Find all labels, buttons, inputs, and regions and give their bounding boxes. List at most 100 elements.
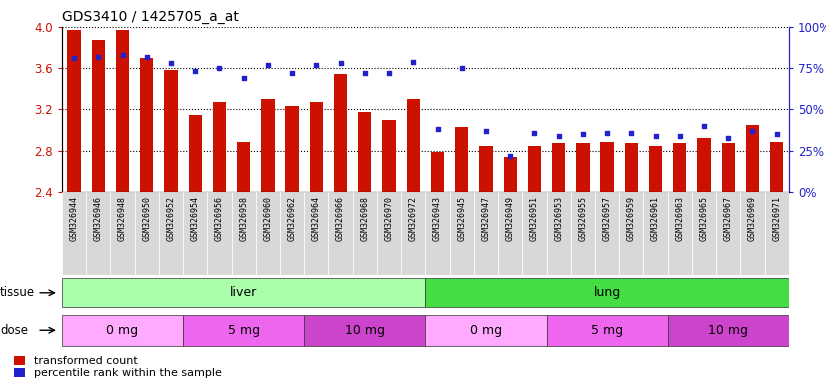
Bar — [649, 146, 662, 192]
Point — [697, 123, 710, 129]
Bar — [310, 102, 323, 192]
Text: GSM326950: GSM326950 — [142, 196, 151, 241]
Bar — [498, 192, 522, 275]
Text: dose: dose — [0, 324, 28, 337]
Point — [601, 129, 614, 136]
Bar — [62, 192, 86, 275]
Text: GSM326966: GSM326966 — [336, 196, 345, 241]
Bar — [377, 192, 401, 275]
Text: GSM326951: GSM326951 — [530, 196, 539, 241]
Text: GSM326959: GSM326959 — [627, 196, 636, 241]
Point — [528, 129, 541, 136]
Text: GSM326946: GSM326946 — [94, 196, 102, 241]
Text: GSM326944: GSM326944 — [69, 196, 78, 241]
Bar — [504, 157, 517, 192]
Bar — [92, 40, 105, 192]
Bar — [135, 192, 159, 275]
Bar — [667, 192, 692, 275]
Bar — [353, 192, 377, 275]
Point — [504, 152, 517, 159]
Bar — [286, 106, 299, 192]
Point — [261, 62, 274, 68]
Text: GSM326943: GSM326943 — [433, 196, 442, 241]
Text: GSM326949: GSM326949 — [506, 196, 515, 241]
Bar — [304, 192, 329, 275]
Bar — [183, 315, 304, 346]
Point — [213, 65, 226, 71]
Bar — [188, 114, 202, 192]
Bar — [280, 192, 304, 275]
Point — [310, 62, 323, 68]
Bar — [667, 315, 789, 346]
Point — [479, 128, 492, 134]
Text: GSM326948: GSM326948 — [118, 196, 127, 241]
Point — [649, 133, 662, 139]
Text: GSM326962: GSM326962 — [287, 196, 297, 241]
Bar — [716, 192, 740, 275]
Bar — [256, 192, 280, 275]
Bar — [401, 192, 425, 275]
Text: GSM326945: GSM326945 — [458, 196, 466, 241]
Text: 5 mg: 5 mg — [591, 324, 623, 337]
Text: GSM326953: GSM326953 — [554, 196, 563, 241]
Point — [68, 55, 81, 61]
Point — [237, 75, 250, 81]
Text: GSM326963: GSM326963 — [676, 196, 684, 241]
Point — [624, 129, 638, 136]
Bar — [620, 192, 643, 275]
Bar — [68, 30, 81, 192]
Bar — [770, 142, 783, 192]
Bar — [140, 58, 154, 192]
Text: lung: lung — [594, 286, 620, 299]
Text: GSM326955: GSM326955 — [578, 196, 587, 241]
Point — [334, 60, 347, 66]
Text: GSM326960: GSM326960 — [263, 196, 273, 241]
Point — [382, 70, 396, 76]
Bar — [425, 315, 547, 346]
Point — [770, 131, 783, 137]
Point — [552, 133, 565, 139]
Bar — [425, 192, 449, 275]
Bar — [431, 152, 444, 192]
Point — [164, 60, 178, 66]
Bar — [643, 192, 667, 275]
Bar — [86, 192, 111, 275]
Point — [188, 68, 202, 74]
Bar — [111, 192, 135, 275]
Point — [140, 53, 154, 60]
Text: 0 mg: 0 mg — [470, 324, 502, 337]
Text: GSM326947: GSM326947 — [482, 196, 491, 241]
Bar — [62, 315, 183, 346]
Point — [431, 126, 444, 132]
Bar — [213, 102, 226, 192]
Text: 5 mg: 5 mg — [228, 324, 259, 337]
Text: GSM326972: GSM326972 — [409, 196, 418, 241]
Bar — [577, 144, 590, 192]
Bar — [740, 192, 765, 275]
Text: GSM326956: GSM326956 — [215, 196, 224, 241]
Text: GSM326958: GSM326958 — [240, 196, 248, 241]
Bar — [231, 192, 256, 275]
Bar — [237, 142, 250, 192]
Point — [286, 70, 299, 76]
Text: GSM326971: GSM326971 — [772, 196, 781, 241]
Bar — [261, 99, 274, 192]
Bar — [116, 30, 129, 192]
Bar — [164, 70, 178, 192]
Point — [116, 52, 129, 58]
Text: GSM326952: GSM326952 — [167, 196, 175, 241]
Point — [92, 53, 105, 60]
Text: GSM326968: GSM326968 — [360, 196, 369, 241]
Text: GSM326964: GSM326964 — [312, 196, 320, 241]
Bar — [697, 138, 710, 192]
Bar — [425, 278, 789, 308]
Bar — [528, 146, 541, 192]
Text: tissue: tissue — [0, 286, 36, 299]
Text: GSM326967: GSM326967 — [724, 196, 733, 241]
Bar — [722, 144, 735, 192]
Text: GDS3410 / 1425705_a_at: GDS3410 / 1425705_a_at — [62, 10, 239, 25]
Bar — [382, 120, 396, 192]
Bar — [183, 192, 207, 275]
Bar — [406, 99, 420, 192]
Legend: transformed count, percentile rank within the sample: transformed count, percentile rank withi… — [14, 356, 221, 379]
